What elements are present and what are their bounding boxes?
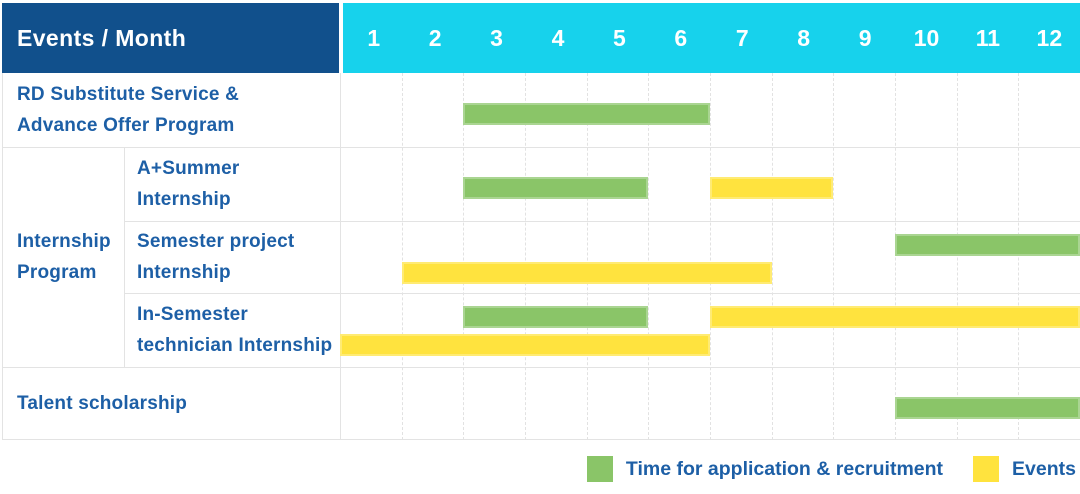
table-left-border <box>2 73 3 440</box>
events-swatch-icon <box>973 456 1000 482</box>
table-bottom-border <box>2 439 1080 440</box>
legend-label-recruitment: Time for application & recruitment <box>625 457 944 480</box>
month-gridline <box>895 73 896 440</box>
month-label: 8 <box>797 24 811 51</box>
chart-row-talent-scholarship <box>340 367 1080 440</box>
row-divider <box>2 147 1080 148</box>
recruitment-bar <box>895 397 1080 419</box>
month-label: 2 <box>428 24 442 51</box>
label-chart-divider <box>340 73 341 440</box>
month-label: 6 <box>674 24 688 51</box>
event-bar <box>340 334 710 356</box>
row-label-a-plus-summer: A+Summer Internship <box>137 158 240 210</box>
row-label-semester-project: Semester project Internship <box>137 231 295 283</box>
month-label: 12 <box>1036 24 1063 51</box>
recruitment-bar <box>463 103 710 125</box>
recruitment-bar <box>463 177 649 199</box>
row-label-in-semester-technician: In-Semester technician Internship <box>137 304 333 356</box>
month-gridline <box>771 73 773 440</box>
month-label: 11 <box>975 24 1001 51</box>
row-divider <box>124 221 1080 222</box>
month-gridline <box>401 73 403 440</box>
month-gridline <box>710 73 711 440</box>
month-gridline <box>586 73 588 440</box>
month-label: 4 <box>551 24 565 51</box>
chart-row-a-plus-summer <box>340 147 1080 221</box>
events-table: Events / Month 1 2 3 4 5 6 7 8 9 10 11 12 RD Substi… <box>2 3 1080 440</box>
chart-row-semester-project <box>340 221 1080 293</box>
group-sublabel-divider <box>124 147 125 367</box>
month-gridline <box>463 73 465 440</box>
month-gridline <box>525 73 526 440</box>
month-gridline <box>956 73 958 440</box>
month-gridline <box>833 73 835 440</box>
recruitment-bar <box>463 306 649 328</box>
legend-item-events: Events <box>973 456 1076 482</box>
legend: Time for application & recruitment Event… <box>586 452 1076 486</box>
month-label: 5 <box>613 24 626 51</box>
legend-item-recruitment: Time for application & recruitment <box>586 456 944 482</box>
group-label-internship-program: Internship Program <box>17 231 111 283</box>
month-header-row: 1 2 3 4 5 6 7 8 9 10 11 12 <box>340 3 1080 73</box>
row-divider <box>2 367 1080 368</box>
event-bar <box>401 262 772 284</box>
row-label-talent-scholarship: Talent scholarship <box>17 393 188 414</box>
chart-grid <box>340 73 1080 440</box>
event-bar <box>710 177 834 199</box>
month-label: 10 <box>913 24 940 51</box>
recruitment-bar <box>895 234 1080 256</box>
table-header-title: Events / Month <box>2 3 339 73</box>
event-bar <box>710 306 1080 328</box>
month-gridline <box>1018 73 1020 440</box>
month-label: 9 <box>858 24 872 51</box>
month-label: 3 <box>490 24 503 51</box>
month-label: 7 <box>735 24 749 51</box>
month-gridline <box>648 73 650 440</box>
chart-row-in-semester-technician <box>340 293 1080 367</box>
row-label-rd-substitute: RD Substitute Service & Advance Offer Pr… <box>17 84 240 136</box>
recruitment-swatch-icon <box>586 456 613 482</box>
row-divider <box>124 293 1080 294</box>
month-label: 1 <box>367 24 381 51</box>
chart-row-rd-substitute <box>340 73 1080 147</box>
legend-label-events: Events <box>1012 457 1076 480</box>
